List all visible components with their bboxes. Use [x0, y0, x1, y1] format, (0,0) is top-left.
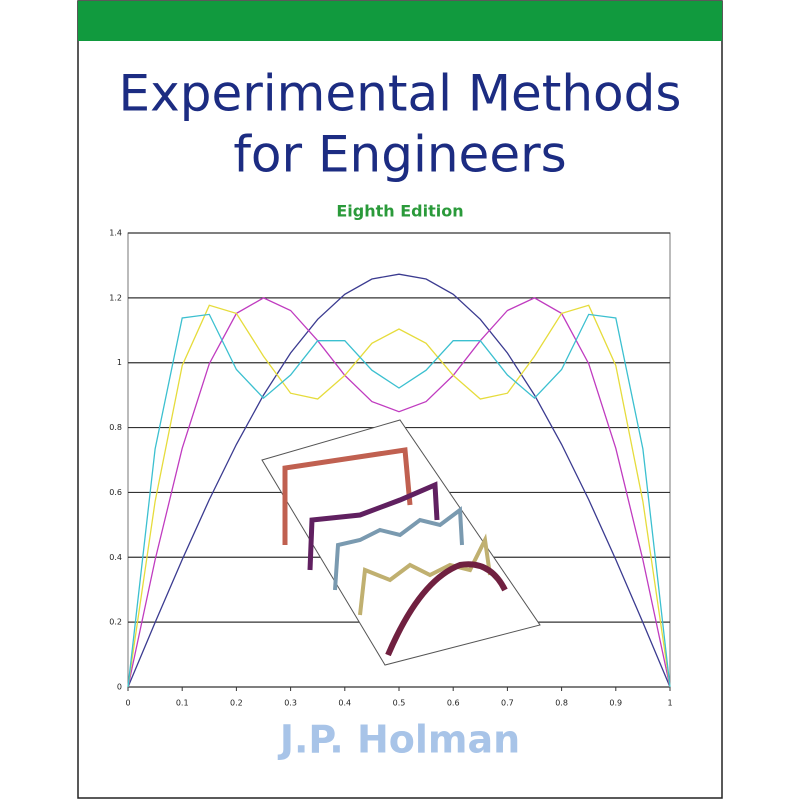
author: J.P. Holman — [277, 718, 520, 762]
y-tick-label: 0.6 — [109, 488, 122, 497]
series-line — [127, 273, 671, 688]
series-line — [127, 313, 671, 688]
cover-border — [77, 0, 723, 799]
x-tick-label: 0.3 — [284, 699, 297, 708]
series-line — [127, 304, 671, 688]
y-tick-label: 0 — [117, 683, 122, 692]
y-tick-label: 0.4 — [109, 553, 122, 562]
y-tick-label: 0.8 — [109, 423, 122, 432]
x-tick-label: 1 — [667, 699, 672, 708]
y-tick-label: 1.4 — [109, 229, 122, 238]
y-tick-label: 1 — [117, 358, 122, 367]
y-tick-label: 0.2 — [109, 618, 122, 627]
x-tick-label: 0.4 — [338, 699, 351, 708]
title: for Engineers — [233, 126, 566, 184]
x-tick-label: 0.5 — [393, 699, 406, 708]
green-band — [78, 1, 722, 41]
x-tick-label: 0.1 — [176, 699, 189, 708]
title: Experimental Methods — [119, 65, 682, 123]
x-tick-label: 0.2 — [230, 699, 243, 708]
x-tick-label: 0.9 — [609, 699, 622, 708]
inset-chart — [261, 419, 541, 666]
edition: Eighth Edition — [336, 202, 463, 221]
x-tick-label: 0.8 — [555, 699, 568, 708]
x-tick-label: 0 — [125, 699, 130, 708]
x-tick-label: 0.6 — [447, 699, 460, 708]
series-line — [127, 297, 671, 688]
y-tick-label: 1.2 — [109, 293, 122, 302]
x-tick-label: 0.7 — [501, 699, 514, 708]
chart: 0 0.2 0.4 0.6 0.8 1 1.2 1.4 0 0.1 0.2 0.3 0.4 0.5 0.6 0… — [109, 229, 672, 708]
